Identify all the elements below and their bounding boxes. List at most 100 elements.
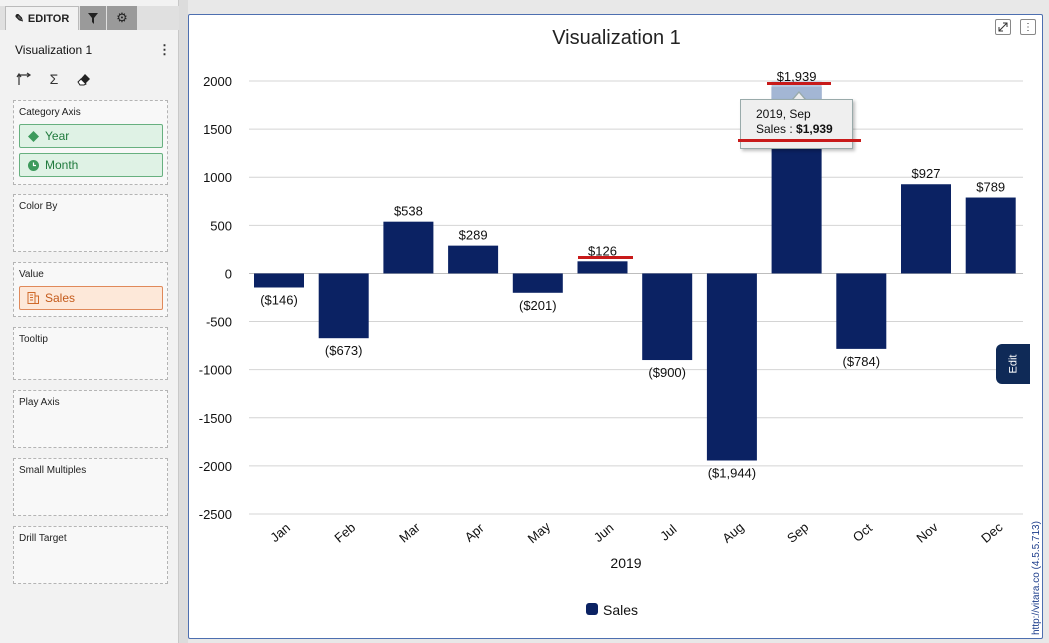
expand-button[interactable] — [995, 19, 1011, 35]
data-label: $289 — [459, 228, 488, 243]
bar[interactable] — [254, 273, 304, 288]
legend-swatch — [586, 603, 598, 615]
well-small-multiples-label: Small Multiples — [19, 465, 87, 476]
kebab-icon: ⋮ — [1023, 21, 1033, 33]
x-tick-label: Dec — [978, 519, 1006, 546]
y-tick-label: 1000 — [203, 170, 232, 185]
axis-swap-icon[interactable] — [15, 70, 33, 88]
y-tick-label: -500 — [206, 315, 232, 330]
x-tick-label: Nov — [913, 519, 941, 546]
tab-editor-label: EDITOR — [27, 12, 70, 25]
well-category-axis[interactable]: Category Axis Year Month — [13, 100, 168, 185]
data-label: ($201) — [519, 298, 557, 313]
x-tick-label: Sep — [784, 519, 811, 545]
clock-icon — [27, 159, 39, 171]
visualization-title: Visualization 1 — [15, 43, 93, 57]
sidebar-tabs: ✎ EDITOR ⚙ — [0, 6, 179, 30]
y-tick-label: -2500 — [199, 507, 232, 522]
well-small-multiples[interactable]: Small Multiples — [13, 458, 168, 516]
y-tick-label: 1500 — [203, 122, 232, 137]
tab-editor[interactable]: ✎ EDITOR — [5, 6, 79, 30]
data-label: ($673) — [325, 343, 363, 358]
tab-settings[interactable]: ⚙ — [107, 6, 137, 30]
x-tick-label: May — [525, 519, 554, 547]
well-color-by-label: Color By — [19, 201, 58, 212]
well-tooltip-label: Tooltip — [19, 334, 48, 345]
data-label: ($1,944) — [708, 466, 756, 481]
well-play-axis[interactable]: Play Axis — [13, 390, 168, 448]
bar[interactable] — [383, 221, 434, 274]
visualization-menu-button[interactable]: ⋮ — [158, 42, 171, 57]
bar[interactable] — [318, 273, 369, 339]
y-tick-label: -1000 — [199, 363, 232, 378]
bar[interactable] — [512, 273, 563, 293]
x-tick-label: Jul — [657, 521, 679, 543]
data-label: $126 — [588, 243, 617, 258]
x-tick-label: Aug — [719, 519, 746, 545]
tooltip-line-category: 2019, Sep — [756, 107, 811, 121]
data-label: $538 — [394, 204, 423, 219]
y-tick-label: -2000 — [199, 459, 232, 474]
gear-icon: ⚙ — [116, 10, 128, 25]
filter-icon — [88, 12, 98, 24]
x-tick-label: Oct — [850, 520, 875, 545]
well-tooltip[interactable]: Tooltip — [13, 327, 168, 380]
data-label: ($900) — [648, 365, 686, 380]
data-label: $789 — [976, 180, 1005, 195]
tooltip-value: $1,939 — [796, 122, 833, 136]
annotation-underline-sep-label — [767, 82, 831, 85]
data-label: ($784) — [843, 354, 881, 369]
data-label: $927 — [912, 166, 941, 181]
y-tick-label: -1500 — [199, 411, 232, 426]
edit-button-label: Edit — [1007, 354, 1019, 374]
y-tick-label: 2000 — [203, 74, 232, 89]
pill-year-label: Year — [45, 129, 70, 143]
pill-sales[interactable]: Sales — [19, 286, 163, 310]
measure-icon — [27, 292, 39, 304]
y-tick-label: 0 — [225, 266, 232, 281]
pill-sales-label: Sales — [45, 291, 76, 305]
bar[interactable] — [448, 245, 499, 274]
bar[interactable] — [642, 273, 693, 361]
expand-icon — [998, 22, 1008, 32]
chart-title: Visualization 1 — [552, 27, 681, 49]
panel-splitter[interactable] — [179, 0, 188, 643]
annotation-underline-tooltip-value — [738, 139, 861, 142]
edit-button[interactable]: Edit — [996, 344, 1030, 384]
well-drill-target-label: Drill Target — [19, 533, 67, 544]
tooltip-caret-inner — [793, 93, 805, 100]
data-label: $1,939 — [777, 69, 817, 84]
data-label: ($146) — [260, 292, 298, 307]
x-tick-label: Mar — [396, 519, 423, 545]
tooltip-line-value: Sales : $1,939 — [756, 122, 852, 137]
bar[interactable] — [706, 273, 757, 461]
x-tick-label: Feb — [331, 520, 358, 546]
pill-month[interactable]: Month — [19, 153, 163, 177]
bar[interactable] — [836, 273, 887, 349]
credit-link[interactable]: http://vitara.co (4.5.5.713) — [1031, 521, 1042, 635]
annotation-underline-jun-label — [578, 256, 633, 259]
well-drill-target[interactable]: Drill Target — [13, 526, 168, 584]
diamond-icon — [27, 130, 39, 142]
sigma-icon[interactable]: Σ — [49, 71, 59, 87]
tab-filter[interactable] — [80, 6, 106, 30]
legend-label: Sales — [603, 602, 638, 618]
well-category-axis-label: Category Axis — [19, 107, 81, 118]
pill-year[interactable]: Year — [19, 124, 163, 148]
tooltip-value-prefix: Sales : — [756, 122, 797, 136]
y-tick-label: 500 — [210, 218, 232, 233]
editor-sidebar: ✎ EDITOR ⚙ Visualization 1 ⋮ Σ Category … — [0, 0, 179, 643]
chart-panel: 2000 1500 1000 500 0 -500 -1000 -1500 -2000 -2500… — [188, 14, 1043, 639]
bar-chart: 2000 1500 1000 500 0 -500 -1000 -1500 -2000 -2500… — [199, 69, 1023, 618]
bar[interactable] — [965, 197, 1016, 274]
chart-menu-button[interactable]: ⋮ — [1020, 19, 1036, 35]
well-value[interactable]: Value Sales — [13, 262, 168, 317]
well-color-by[interactable]: Color By — [13, 194, 168, 252]
well-value-label: Value — [19, 269, 44, 280]
x-axis-label: 2019 — [610, 555, 641, 571]
pill-month-label: Month — [45, 158, 79, 172]
bar[interactable] — [901, 184, 951, 274]
bar[interactable] — [577, 261, 628, 274]
well-play-axis-label: Play Axis — [19, 397, 60, 408]
eraser-icon[interactable] — [75, 70, 93, 88]
